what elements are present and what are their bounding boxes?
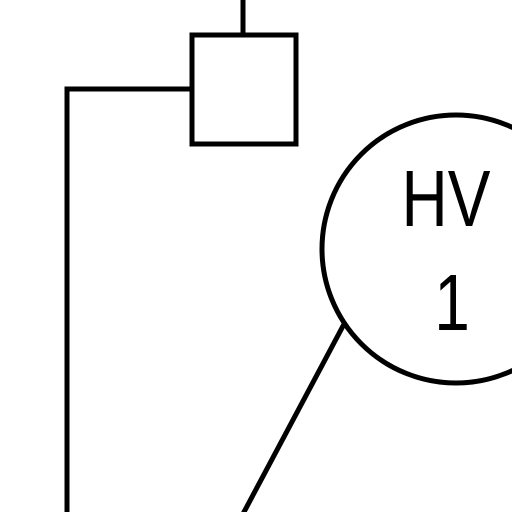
instrument-loop-number: 1 bbox=[434, 258, 470, 347]
instrument-leader-line bbox=[241, 322, 347, 512]
instrument-bubble: HV 1 bbox=[319, 112, 512, 386]
function-block bbox=[189, 32, 299, 147]
signal-line-left bbox=[64, 86, 195, 512]
instrument-circle bbox=[319, 112, 512, 386]
instrument-function-label: HV bbox=[402, 154, 491, 243]
